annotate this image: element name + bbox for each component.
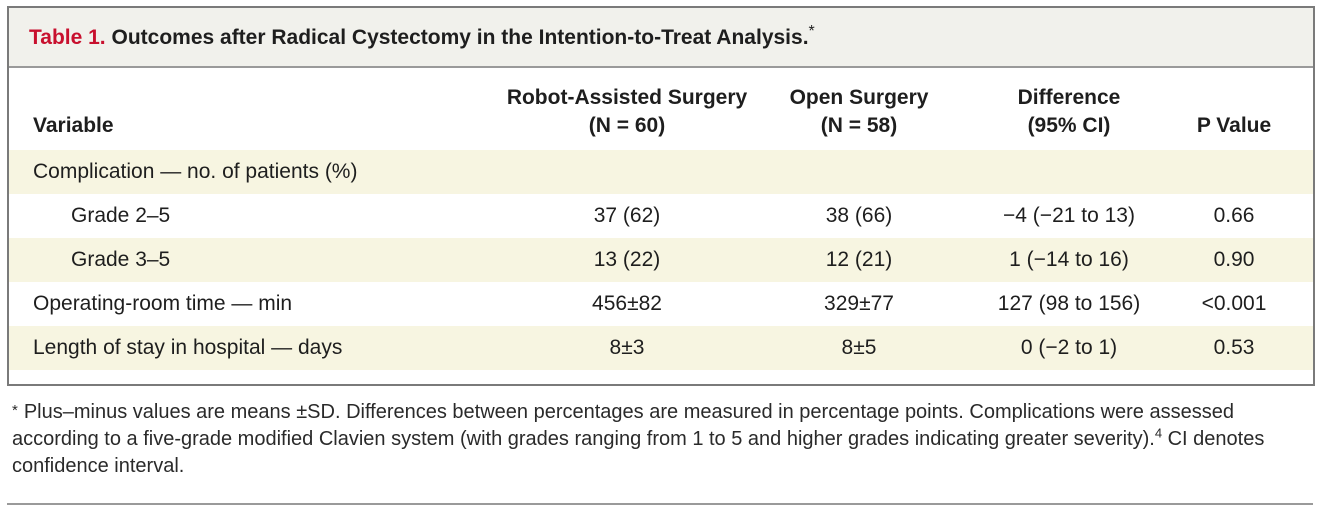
cell-open xyxy=(749,150,969,194)
title-footnote-mark: * xyxy=(808,23,815,40)
cell-robot: 13 (22) xyxy=(593,248,661,271)
cell-p-value: 0.90 xyxy=(1213,248,1255,271)
cell-difference: −4 (−21 to 13) xyxy=(1003,204,1135,227)
table-footnote: * Plus–minus values are means ±SD. Differ… xyxy=(12,397,1312,480)
cell-open: 329±77 xyxy=(824,292,894,315)
header-robot-line1: Robot-Assisted Surgery xyxy=(506,86,748,109)
cell-difference: 1 (−14 to 16) xyxy=(1009,248,1129,271)
table-row: Operating-room time — min 456±82 329±77 … xyxy=(9,282,1313,326)
cell-difference xyxy=(959,150,1179,194)
cell-robot: 456±82 xyxy=(592,292,662,315)
cell-variable: Complication — no. of patients (%) xyxy=(33,160,358,183)
table-row: Grade 3–5 13 (22) 12 (21) 1 (−14 to 16) … xyxy=(9,238,1313,282)
cell-p-value: 0.66 xyxy=(1213,204,1255,227)
table-frame: Table 1. Outcomes after Radical Cystecto… xyxy=(7,6,1315,386)
table-row: Complication — no. of patients (%) xyxy=(9,150,1313,194)
cell-open: 38 (66) xyxy=(825,204,893,227)
header-p-value: P Value xyxy=(1196,114,1272,137)
table-title-text: Outcomes after Radical Cystectomy in the… xyxy=(111,26,809,49)
table-row: Length of stay in hospital — days 8±3 8±… xyxy=(9,326,1313,370)
footnote-reference: 4 xyxy=(1154,425,1163,441)
header-variable: Variable xyxy=(33,114,114,137)
table-title: Table 1. Outcomes after Radical Cystecto… xyxy=(29,23,815,50)
cell-variable: Length of stay in hospital — days xyxy=(33,336,343,359)
header-robot-line2: (N = 60) xyxy=(588,114,666,137)
cell-variable: Grade 2–5 xyxy=(71,204,171,227)
table-title-bar: Table 1. Outcomes after Radical Cystecto… xyxy=(9,8,1313,68)
cell-variable: Grade 3–5 xyxy=(71,248,171,271)
cell-open: 8±5 xyxy=(841,336,877,359)
cell-open: 12 (21) xyxy=(825,248,893,271)
table-row: Grade 2–5 37 (62) 38 (66) −4 (−21 to 13)… xyxy=(9,194,1313,238)
cell-difference: 0 (−2 to 1) xyxy=(1020,336,1118,359)
header-open-line2: (N = 58) xyxy=(820,114,898,137)
cell-robot: 8±3 xyxy=(609,336,645,359)
cell-p-value xyxy=(1169,150,1299,194)
header-open-surgery: Open Surgery (N = 58) xyxy=(749,84,969,140)
header-diff-line1: Difference xyxy=(1017,86,1121,109)
cell-robot: 37 (62) xyxy=(593,204,661,227)
cell-robot xyxy=(487,150,767,194)
header-open-line1: Open Surgery xyxy=(789,86,929,109)
cell-variable: Operating-room time — min xyxy=(33,292,293,315)
footnote-mark: * xyxy=(12,402,18,419)
cell-difference: 127 (98 to 156) xyxy=(997,292,1141,315)
header-difference: Difference (95% CI) xyxy=(959,84,1179,140)
footnote-text: Plus–minus values are means ±SD. Differe… xyxy=(12,401,1234,450)
cell-p-value: <0.001 xyxy=(1201,292,1267,315)
bottom-divider xyxy=(7,503,1313,505)
table-label: Table 1. xyxy=(29,26,106,49)
footnote-paragraph: * Plus–minus values are means ±SD. Differ… xyxy=(12,397,1312,480)
header-diff-line2: (95% CI) xyxy=(1027,114,1111,137)
header-robot-assisted: Robot-Assisted Surgery (N = 60) xyxy=(487,84,767,140)
cell-p-value: 0.53 xyxy=(1213,336,1255,359)
footnote-text-end: CI denotes confidence interval. xyxy=(12,428,1265,477)
